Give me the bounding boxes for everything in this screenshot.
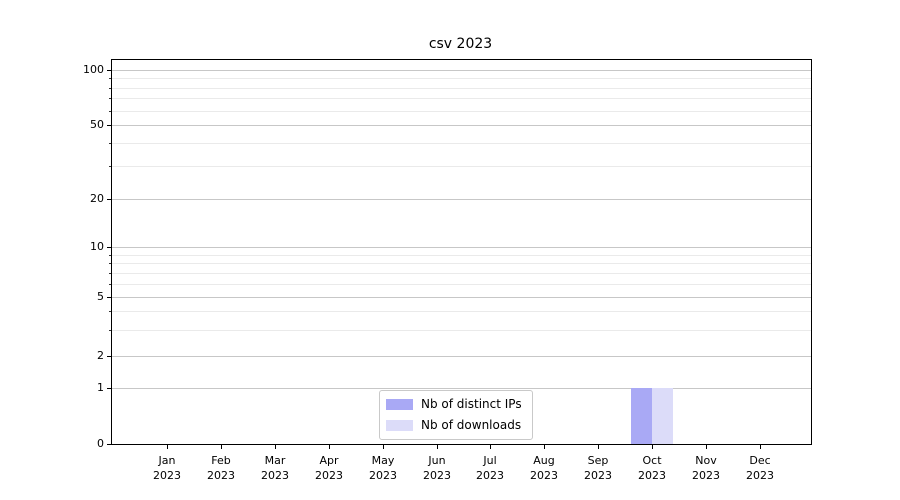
y-minor-gridline [112,88,811,89]
y-minor-tick [109,255,111,256]
x-axis-tick [275,445,276,449]
x-axis-tick [544,445,545,449]
y-axis-tick [107,388,111,389]
x-axis-tick [329,445,330,449]
y-axis-label: 100 [83,63,104,76]
y-axis-label: 5 [97,290,104,303]
bar-nb-of-downloads [652,388,673,444]
x-axis-tick [167,445,168,449]
x-axis-label: Dec 2023 [746,454,774,482]
y-axis-tick [107,125,111,126]
y-axis-tick [107,444,111,445]
y-minor-gridline [112,143,811,144]
y-minor-tick [109,88,111,89]
legend: Nb of distinct IPs Nb of downloads [379,390,533,440]
y-axis-label: 20 [90,192,104,205]
y-minor-gridline [112,263,811,264]
y-minor-tick [109,263,111,264]
y-major-gridline [112,388,811,389]
y-major-gridline [112,247,811,248]
y-axis-tick [107,297,111,298]
x-axis-tick [437,445,438,449]
legend-label-distinct-ips: Nb of distinct IPs [421,397,522,411]
x-axis-tick [760,445,761,449]
bar-nb-of-distinct-ips [631,388,652,444]
y-minor-gridline [112,330,811,331]
y-minor-tick [109,78,111,79]
x-axis-label: Jun 2023 [423,454,451,482]
y-minor-tick [109,330,111,331]
y-axis-label: 0 [97,437,104,450]
x-axis-tick [490,445,491,449]
y-axis-tick [107,247,111,248]
x-axis-label: Feb 2023 [207,454,235,482]
y-minor-gridline [112,98,811,99]
y-major-gridline [112,70,811,71]
x-axis-tick [652,445,653,449]
legend-row-downloads: Nb of downloads [386,417,522,434]
y-major-gridline [112,199,811,200]
y-minor-tick [109,111,111,112]
x-axis-label: May 2023 [369,454,397,482]
y-axis-tick [107,356,111,357]
x-axis-label: Oct 2023 [638,454,666,482]
x-axis-tick [221,445,222,449]
y-axis-label: 1 [97,381,104,394]
y-minor-gridline [112,166,811,167]
y-axis-tick [107,199,111,200]
y-minor-gridline [112,111,811,112]
x-axis-label: Apr 2023 [315,454,343,482]
chart-title: csv 2023 [428,36,493,52]
x-axis-label: Jan 2023 [153,454,181,482]
y-minor-tick [109,98,111,99]
plot-area: 0 1 2 5 10 20 50 100 Jan 2023 Feb 2023 Mar 2023 Apr… [83,59,812,482]
y-major-gridline [112,297,811,298]
y-minor-gridline [112,255,811,256]
downloads-swatch-icon [386,420,413,431]
y-minor-gridline [112,273,811,274]
x-axis-label: Aug 2023 [530,454,558,482]
y-axis-tick [107,70,111,71]
legend-label-downloads: Nb of downloads [421,418,522,432]
y-minor-tick [109,284,111,285]
y-minor-tick [109,311,111,312]
y-minor-tick [109,273,111,274]
x-axis-label: Jul 2023 [476,454,504,482]
y-axis-label: 10 [90,240,104,253]
legend-row-distinct-ips: Nb of distinct IPs [386,396,522,413]
y-major-gridline [112,356,811,357]
x-axis-label: Mar 2023 [261,454,289,482]
y-major-gridline [112,125,811,126]
x-axis-tick [383,445,384,449]
x-axis-tick [706,445,707,449]
y-minor-tick [109,166,111,167]
y-minor-gridline [112,78,811,79]
y-axis-label: 50 [90,118,104,131]
x-axis-tick [598,445,599,449]
y-minor-gridline [112,284,811,285]
x-axis-label: Sep 2023 [584,454,612,482]
distinct-ips-swatch-icon [386,399,413,410]
y-minor-gridline [112,311,811,312]
x-axis-label: Nov 2023 [692,454,720,482]
y-minor-tick [109,143,111,144]
y-axis-label: 2 [97,349,104,362]
